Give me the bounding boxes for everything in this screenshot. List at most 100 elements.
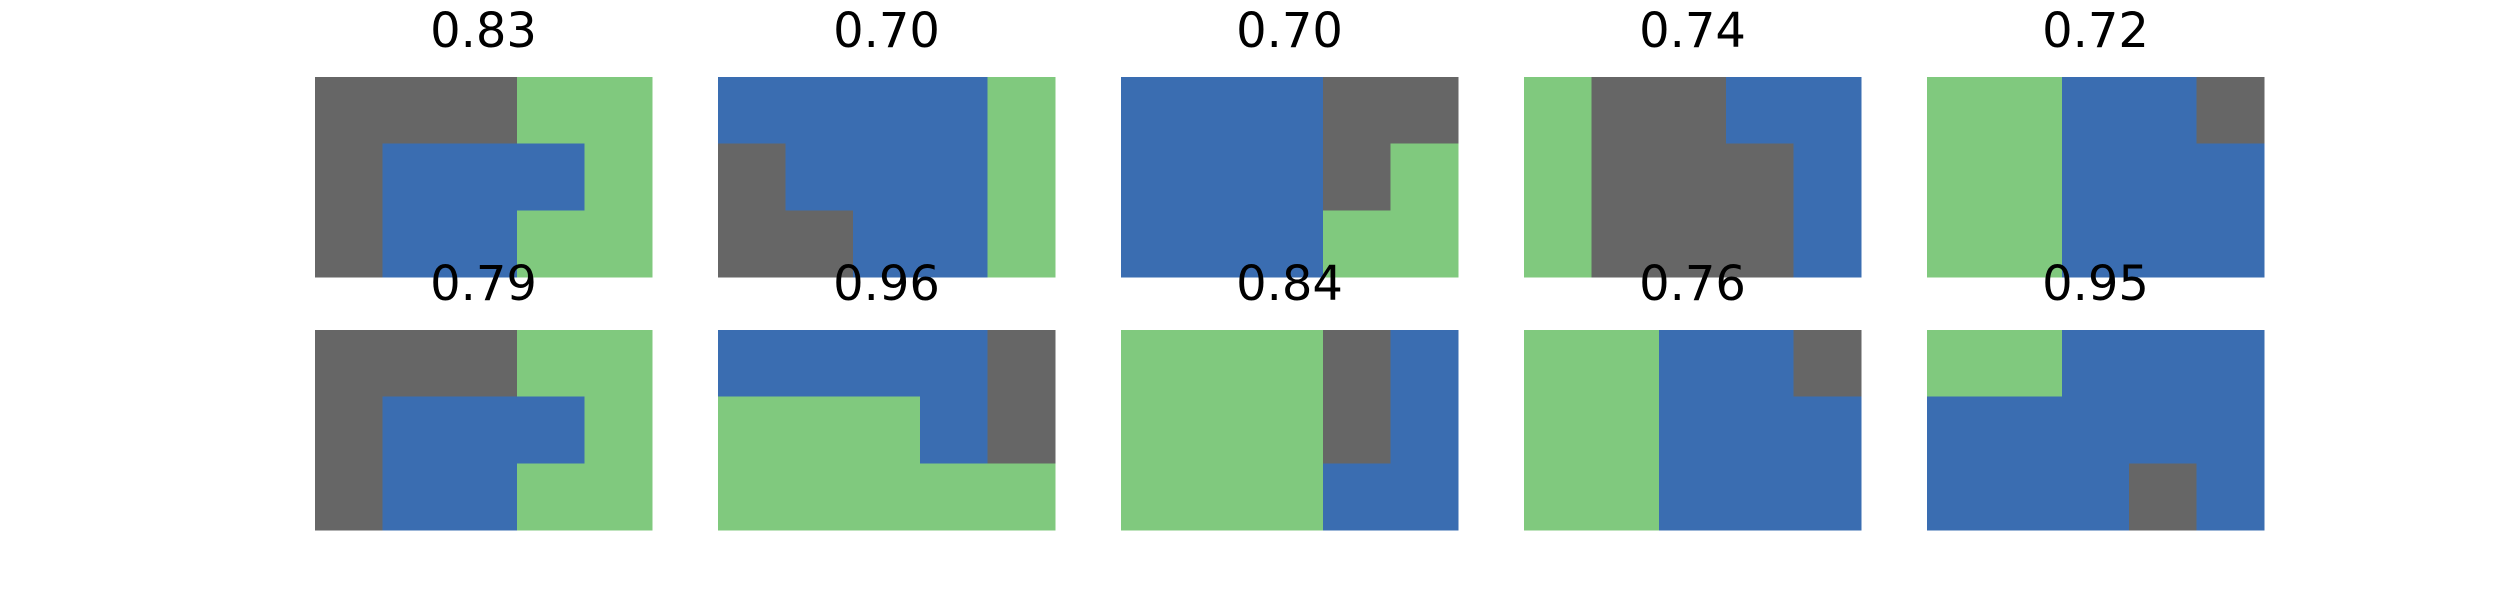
- panel-4-cell-r1c3-gray: [1658, 77, 1727, 145]
- panel-8-cell-r2c2-green: [1188, 396, 1257, 464]
- panel-6-cell-r3c2-blue: [382, 463, 451, 531]
- panel-4-cell-r2c5-blue: [1793, 143, 1862, 211]
- panel-8-cell-r3c1-green: [1121, 463, 1189, 531]
- panel-8-cell-r1c4-gray: [1323, 330, 1392, 398]
- panel-6-cell-r2c4-blue: [517, 396, 586, 464]
- panel-2-cell-r1c4-blue: [920, 77, 989, 145]
- panel-1-cell-r3c3-blue: [449, 210, 518, 278]
- panel-3-cell-r2c1-blue: [1121, 143, 1189, 211]
- panel-3-cell-r3c1-blue: [1121, 210, 1189, 278]
- panel-7-cell-r1c1-blue: [718, 330, 786, 398]
- panel-2-cell-r1c1-blue: [718, 77, 786, 145]
- panel-5-cell-r2c1-green: [1927, 143, 1995, 211]
- panel-1-cell-r3c1-gray: [315, 210, 383, 278]
- panel-7-cell-r2c4-blue: [920, 396, 989, 464]
- panel-6-cell-r2c3-blue: [449, 396, 518, 464]
- panel-7-cell-r3c3-green: [852, 463, 921, 531]
- panel-1-cell-r2c2-blue: [382, 143, 451, 211]
- panel-7-cell-r1c5-gray: [987, 330, 1056, 398]
- panel-1-cell-r2c4-blue: [517, 143, 586, 211]
- panel-1-cell-r2c1-gray: [315, 143, 383, 211]
- panel-6-cell-r3c5-green: [584, 463, 653, 531]
- panel-9-cell-r2c2-green: [1591, 396, 1660, 464]
- panel-4-cell-r1c1-green: [1524, 77, 1592, 145]
- panel-9: [1524, 330, 1862, 531]
- panel-6-title: 0.79: [430, 256, 537, 312]
- panel-4-cell-r3c4-gray: [1726, 210, 1795, 278]
- panel-2-cell-r3c3-blue: [852, 210, 921, 278]
- panel-6-cell-r1c1-gray: [315, 330, 383, 398]
- panel-2-cell-r2c3-blue: [852, 143, 921, 211]
- panel-6-cell-r1c2-gray: [382, 330, 451, 398]
- panel-5-cell-r1c2-green: [1994, 77, 2063, 145]
- panel-10-cell-r1c5-blue: [2196, 330, 2265, 398]
- panel-3-cell-r3c5-green: [1390, 210, 1459, 278]
- panel-9-cell-r3c2-green: [1591, 463, 1660, 531]
- panel-7-cell-r2c2-green: [785, 396, 854, 464]
- panel-8-cell-r1c3-green: [1255, 330, 1324, 398]
- panel-5-cell-r1c3-blue: [2061, 77, 2130, 145]
- panel-6-cell-r3c1-gray: [315, 463, 383, 531]
- panel-3-cell-r1c3-blue: [1255, 77, 1324, 145]
- panel-10-cell-r1c3-blue: [2061, 330, 2130, 398]
- panel-4-cell-r2c3-gray: [1658, 143, 1727, 211]
- panel-10-cell-r2c2-blue: [1994, 396, 2063, 464]
- panel-2-cell-r2c1-gray: [718, 143, 786, 211]
- panel-7-cell-r3c5-green: [987, 463, 1056, 531]
- panel-1-cell-r3c5-green: [584, 210, 653, 278]
- panel-9-cell-r3c5-blue: [1793, 463, 1862, 531]
- panel-6-cell-r1c4-green: [517, 330, 586, 398]
- panel-5-cell-r3c4-blue: [2129, 210, 2198, 278]
- panel-9-cell-r3c4-blue: [1726, 463, 1795, 531]
- panel-4-cell-r3c2-gray: [1591, 210, 1660, 278]
- panel-2-cell-r2c4-blue: [920, 143, 989, 211]
- panel-8-cell-r2c1-green: [1121, 396, 1189, 464]
- panel-2-cell-r3c2-gray: [785, 210, 854, 278]
- panel-6-cell-r2c5-green: [584, 396, 653, 464]
- panel-3-cell-r2c5-green: [1390, 143, 1459, 211]
- panel-8-cell-r3c5-blue: [1390, 463, 1459, 531]
- panel-7-cell-r2c3-green: [852, 396, 921, 464]
- panel-2-title: 0.70: [833, 3, 940, 59]
- panel-1-cell-r1c2-gray: [382, 77, 451, 145]
- panel-5-cell-r1c5-gray: [2196, 77, 2265, 145]
- panel-4-cell-r3c3-gray: [1658, 210, 1727, 278]
- panel-5-cell-r3c2-green: [1994, 210, 2063, 278]
- panel-3-cell-r2c2-blue: [1188, 143, 1257, 211]
- panel-4-cell-r1c5-blue: [1793, 77, 1862, 145]
- panel-8-cell-r1c5-blue: [1390, 330, 1459, 398]
- panel-5-cell-r1c4-blue: [2129, 77, 2198, 145]
- panel-5: [1927, 77, 2265, 278]
- panel-9-cell-r2c5-blue: [1793, 396, 1862, 464]
- panel-2-cell-r3c1-gray: [718, 210, 786, 278]
- panel-7-cell-r3c2-green: [785, 463, 854, 531]
- panel-8-cell-r2c3-green: [1255, 396, 1324, 464]
- panel-8-cell-r1c2-green: [1188, 330, 1257, 398]
- panel-8: [1121, 330, 1459, 531]
- panels-layer: [315, 77, 2265, 531]
- panel-3-cell-r1c5-gray: [1390, 77, 1459, 145]
- panel-10-cell-r1c2-green: [1994, 330, 2063, 398]
- panel-8-cell-r3c2-green: [1188, 463, 1257, 531]
- panel-4: [1524, 77, 1862, 278]
- panel-9-cell-r1c4-blue: [1726, 330, 1795, 398]
- panel-1-cell-r3c4-green: [517, 210, 586, 278]
- panel-9-cell-r1c3-blue: [1658, 330, 1727, 398]
- panel-8-cell-r3c3-green: [1255, 463, 1324, 531]
- panel-9-cell-r2c3-blue: [1658, 396, 1727, 464]
- panel-6: [315, 330, 653, 531]
- panel-2-cell-r1c5-green: [987, 77, 1056, 145]
- panel-4-cell-r2c2-gray: [1591, 143, 1660, 211]
- panel-10-cell-r1c4-blue: [2129, 330, 2198, 398]
- titles-layer: 0.83 0.70 0.70 0.74 0.72 0.79 0.96 0.84 0.76 0.95: [430, 3, 2149, 312]
- panel-7-cell-r2c1-green: [718, 396, 786, 464]
- panel-5-cell-r2c2-green: [1994, 143, 2063, 211]
- panel-7-cell-r1c2-blue: [785, 330, 854, 398]
- panel-6-cell-r3c4-green: [517, 463, 586, 531]
- panel-5-cell-r2c5-blue: [2196, 143, 2265, 211]
- panel-6-cell-r3c3-blue: [449, 463, 518, 531]
- panel-3-title: 0.70: [1236, 3, 1343, 59]
- panel-10-cell-r3c5-blue: [2196, 463, 2265, 531]
- panel-2-cell-r1c2-blue: [785, 77, 854, 145]
- panel-10-cell-r2c3-blue: [2061, 396, 2130, 464]
